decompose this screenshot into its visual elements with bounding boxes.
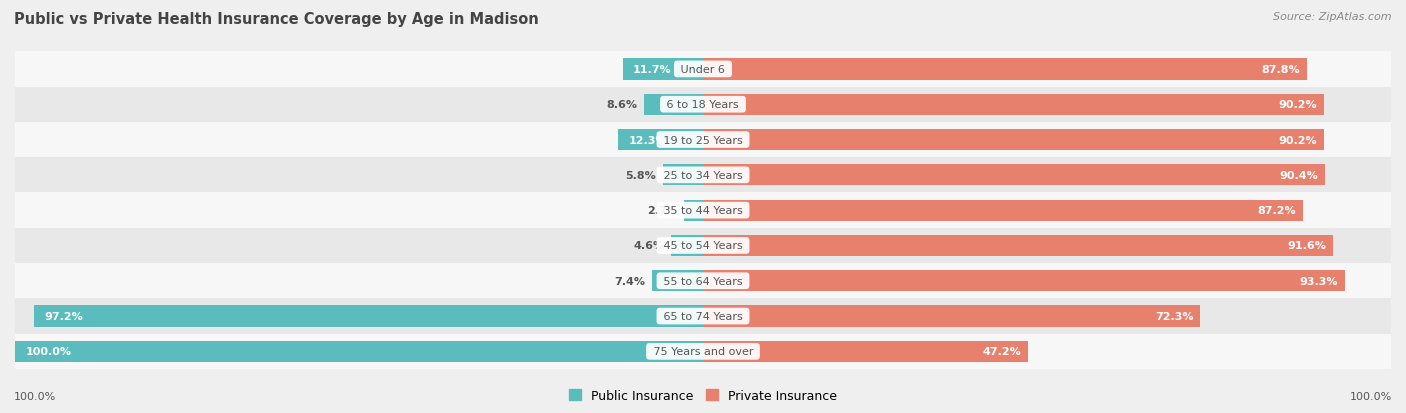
Text: Source: ZipAtlas.com: Source: ZipAtlas.com <box>1274 12 1392 22</box>
Text: 87.8%: 87.8% <box>1261 65 1301 75</box>
Text: 87.2%: 87.2% <box>1257 206 1296 216</box>
Bar <box>15 193 1391 228</box>
Text: 97.2%: 97.2% <box>45 311 83 321</box>
Bar <box>703 165 1324 186</box>
Text: 91.6%: 91.6% <box>1288 241 1326 251</box>
Text: 100.0%: 100.0% <box>1350 391 1392 401</box>
Bar <box>15 263 1391 299</box>
Text: 6 to 18 Years: 6 to 18 Years <box>664 100 742 110</box>
Text: 19 to 25 Years: 19 to 25 Years <box>659 135 747 145</box>
Text: 90.2%: 90.2% <box>1278 100 1316 110</box>
Bar <box>15 52 1391 88</box>
Bar <box>644 95 703 116</box>
Bar <box>15 123 1391 158</box>
Bar <box>703 341 1028 362</box>
Text: Public vs Private Health Insurance Coverage by Age in Madison: Public vs Private Health Insurance Cover… <box>14 12 538 27</box>
Text: 93.3%: 93.3% <box>1299 276 1339 286</box>
Bar <box>685 200 703 221</box>
Legend: Public Insurance, Private Insurance: Public Insurance, Private Insurance <box>564 384 842 407</box>
Text: 8.6%: 8.6% <box>606 100 637 110</box>
Bar <box>671 235 703 256</box>
Bar <box>619 130 703 151</box>
Bar <box>703 200 1303 221</box>
Text: 75 Years and over: 75 Years and over <box>650 347 756 356</box>
Bar <box>15 334 1391 369</box>
Text: 45 to 54 Years: 45 to 54 Years <box>659 241 747 251</box>
Bar <box>703 271 1346 292</box>
Text: 90.2%: 90.2% <box>1278 135 1316 145</box>
Text: 47.2%: 47.2% <box>983 347 1021 356</box>
Text: 11.7%: 11.7% <box>633 65 672 75</box>
Text: 100.0%: 100.0% <box>14 391 56 401</box>
Bar <box>703 235 1333 256</box>
Text: Under 6: Under 6 <box>678 65 728 75</box>
Text: 5.8%: 5.8% <box>626 171 657 180</box>
Bar <box>15 88 1391 123</box>
Bar <box>703 130 1323 151</box>
Text: 55 to 64 Years: 55 to 64 Years <box>659 276 747 286</box>
Bar <box>15 299 1391 334</box>
Text: 100.0%: 100.0% <box>25 347 72 356</box>
Bar <box>34 306 703 327</box>
Bar <box>15 228 1391 263</box>
Text: 12.3%: 12.3% <box>628 135 668 145</box>
Bar <box>15 341 703 362</box>
Bar <box>15 158 1391 193</box>
Text: 65 to 74 Years: 65 to 74 Years <box>659 311 747 321</box>
Bar <box>703 59 1308 80</box>
Text: 25 to 34 Years: 25 to 34 Years <box>659 171 747 180</box>
Bar <box>703 95 1323 116</box>
Text: 2.7%: 2.7% <box>647 206 678 216</box>
Bar <box>652 271 703 292</box>
Bar <box>623 59 703 80</box>
Text: 35 to 44 Years: 35 to 44 Years <box>659 206 747 216</box>
Bar <box>703 306 1201 327</box>
Text: 72.3%: 72.3% <box>1156 311 1194 321</box>
Text: 4.6%: 4.6% <box>633 241 665 251</box>
Text: 7.4%: 7.4% <box>614 276 645 286</box>
Bar <box>664 165 703 186</box>
Text: 90.4%: 90.4% <box>1279 171 1317 180</box>
